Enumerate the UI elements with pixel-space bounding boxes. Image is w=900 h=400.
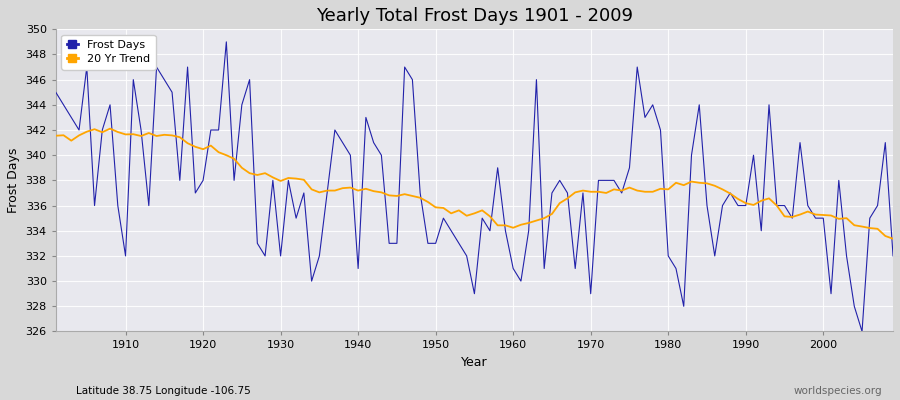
Y-axis label: Frost Days: Frost Days <box>7 148 20 213</box>
X-axis label: Year: Year <box>461 356 488 369</box>
Text: worldspecies.org: worldspecies.org <box>794 386 882 396</box>
Legend: Frost Days, 20 Yr Trend: Frost Days, 20 Yr Trend <box>61 35 156 70</box>
Text: Latitude 38.75 Longitude -106.75: Latitude 38.75 Longitude -106.75 <box>76 386 251 396</box>
Title: Yearly Total Frost Days 1901 - 2009: Yearly Total Frost Days 1901 - 2009 <box>316 7 633 25</box>
